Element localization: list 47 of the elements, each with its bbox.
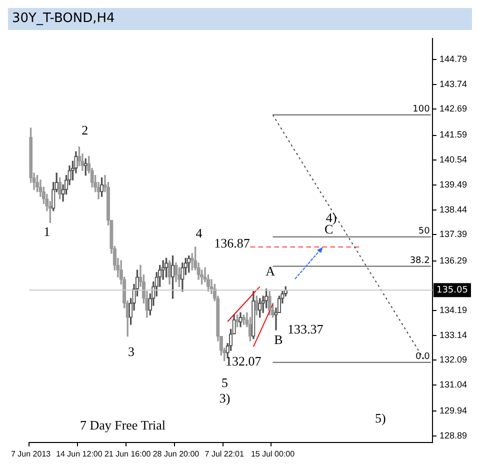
- series-label: 100: [412, 104, 430, 115]
- annotation: 2: [82, 122, 88, 138]
- annotation: 3: [128, 344, 134, 360]
- x-tick-label: 14 Jun 12:00: [56, 449, 103, 458]
- y-tick-label: 138.44: [439, 204, 468, 214]
- annotation: 7 Day Free Trial: [80, 418, 166, 433]
- x-tick-label: 28 Jun 20:00: [152, 449, 200, 458]
- candlestick: [58, 177, 62, 200]
- y-tick-label: 136.29: [439, 255, 468, 266]
- y-tick-label: 134.19: [439, 304, 468, 315]
- annotation: 4: [196, 225, 203, 240]
- series-label: 38.2: [410, 256, 430, 266]
- annotation: 133.37: [288, 322, 324, 337]
- y-tick-label: 140.54: [439, 154, 468, 165]
- series-label: 0.0: [416, 352, 430, 362]
- y-tick-label: 139.49: [439, 179, 468, 190]
- chart-title: 30Y_T-BOND,H4: [8, 8, 472, 30]
- annotation: 5): [375, 410, 386, 426]
- annotation: 132.07: [225, 353, 262, 368]
- y-tick-label: 142.69: [439, 104, 468, 114]
- annotation: 136.87: [214, 235, 250, 250]
- x-tick-label: 7 Jul 22:01: [204, 449, 244, 458]
- y-tick-label: 128.89: [439, 430, 468, 440]
- candlestick: [268, 290, 272, 316]
- annotation: 1: [44, 224, 50, 240]
- series-label: 50: [418, 226, 430, 237]
- candlestick: [170, 255, 175, 299]
- y-tick-label: 131.04: [439, 380, 468, 390]
- candlestick: [252, 290, 256, 340]
- x-tick-label: 21 Jun 16:00: [104, 449, 152, 458]
- y-tick-label: 129.94: [439, 406, 468, 416]
- ref-line-label: 135.05: [436, 285, 468, 296]
- x-tick-label: 15 Jul 00:00: [250, 449, 296, 458]
- x-tick-label: 7 Jun 2013: [11, 449, 52, 458]
- annotation: A: [266, 264, 276, 279]
- annotation: 3): [219, 390, 230, 406]
- y-tick-label: 132.09: [439, 354, 468, 365]
- annotation: 5: [222, 375, 228, 390]
- y-tick-label: 144.79: [439, 54, 468, 64]
- candlestick: [164, 258, 168, 278]
- y-tick-label: 137.39: [439, 229, 468, 240]
- y-tick-label: 143.74: [439, 78, 468, 89]
- candlestick: [238, 312, 242, 328]
- candlestick: [168, 260, 172, 285]
- y-tick-label: 133.14: [439, 330, 468, 340]
- y-tick-label: 141.59: [439, 130, 468, 140]
- annotation: B: [274, 332, 284, 348]
